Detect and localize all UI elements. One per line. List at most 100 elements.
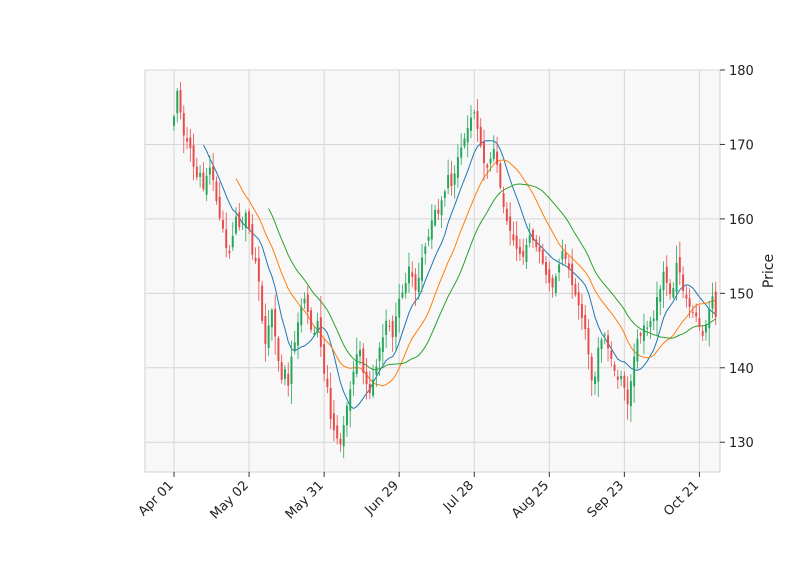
candle <box>202 162 205 192</box>
candle-body <box>332 413 335 431</box>
x-tick-label: Apr 01 <box>136 478 177 519</box>
candle-body <box>623 375 626 388</box>
candle <box>300 298 303 333</box>
candle-body <box>179 90 182 113</box>
candle-body <box>535 239 538 248</box>
candle-body <box>310 310 313 330</box>
candle-body <box>257 258 260 282</box>
candle-body <box>492 148 495 160</box>
candle <box>251 213 254 260</box>
candle-body <box>417 277 420 293</box>
candle <box>567 255 570 279</box>
candle <box>189 129 192 162</box>
candle <box>711 282 714 319</box>
x-tick-label: May 31 <box>283 478 327 522</box>
candle-body <box>473 112 476 114</box>
candle <box>427 229 430 247</box>
candle-body <box>590 356 593 381</box>
candle-body <box>394 316 397 337</box>
candle <box>182 105 185 154</box>
candle-body <box>522 250 525 257</box>
candle-body <box>355 354 358 374</box>
candle-body <box>440 200 443 216</box>
candle <box>662 261 665 308</box>
candle-body <box>283 369 286 379</box>
candle-body <box>453 173 456 185</box>
candle <box>329 372 332 430</box>
candle-body <box>421 257 424 281</box>
candle-body <box>678 257 681 273</box>
candle <box>195 157 198 181</box>
candle <box>434 204 437 228</box>
candle <box>564 244 567 265</box>
candle-body <box>698 317 701 327</box>
candle-body <box>270 309 273 328</box>
candle <box>248 208 251 234</box>
candle <box>228 245 231 259</box>
ma10-line <box>202 140 717 410</box>
candle-body <box>235 216 237 234</box>
moving-average-lines <box>202 140 717 410</box>
candle-body <box>639 333 642 336</box>
candle <box>407 252 410 293</box>
candle-body <box>704 324 707 333</box>
candle-body <box>652 318 655 322</box>
candle <box>476 98 479 142</box>
candle-body <box>293 342 296 352</box>
candle-body <box>675 262 678 292</box>
candle-body <box>385 320 388 335</box>
candle-body <box>479 126 482 146</box>
candle <box>522 238 525 265</box>
candle <box>372 364 375 398</box>
candle <box>342 416 345 459</box>
candle <box>381 323 384 367</box>
candle-body <box>577 292 580 306</box>
candle <box>332 400 335 442</box>
candle <box>463 133 466 149</box>
candle <box>489 152 492 172</box>
candle <box>303 292 306 309</box>
candle-body <box>613 364 616 371</box>
candle <box>404 272 407 299</box>
candle-body <box>512 234 515 241</box>
candle-body <box>212 166 215 181</box>
candle-body <box>267 325 270 348</box>
candle-body <box>486 164 489 168</box>
candle <box>528 223 531 248</box>
candle <box>708 300 711 347</box>
candle <box>704 319 707 341</box>
candle <box>551 274 554 298</box>
candle-body <box>571 263 574 286</box>
candle <box>225 212 228 258</box>
candle <box>603 332 606 345</box>
x-tick-label: Jun 29 <box>362 478 402 518</box>
y-tick-label: 170 <box>729 138 754 153</box>
candle-body <box>509 216 512 231</box>
candle <box>359 341 361 365</box>
candle <box>678 241 681 285</box>
candle-body <box>323 344 326 374</box>
candle-body <box>329 387 332 420</box>
candle <box>629 374 632 422</box>
candle-body <box>189 137 192 149</box>
candle-body <box>274 308 277 337</box>
candle-body <box>241 222 244 224</box>
candle <box>267 310 270 357</box>
candle-body <box>368 383 371 394</box>
candle <box>323 337 326 382</box>
candle-body <box>502 193 505 207</box>
candle <box>672 282 675 300</box>
candle-body <box>215 181 218 202</box>
candle-body <box>597 347 600 382</box>
candle-body <box>574 284 577 295</box>
candle-body <box>280 362 283 380</box>
candle <box>685 286 688 308</box>
candle-body <box>515 235 518 249</box>
candle-body <box>695 312 698 317</box>
candle <box>349 381 352 428</box>
candle <box>558 258 561 282</box>
candle-body <box>505 208 508 222</box>
candle <box>669 279 672 300</box>
candle-body <box>714 291 717 318</box>
